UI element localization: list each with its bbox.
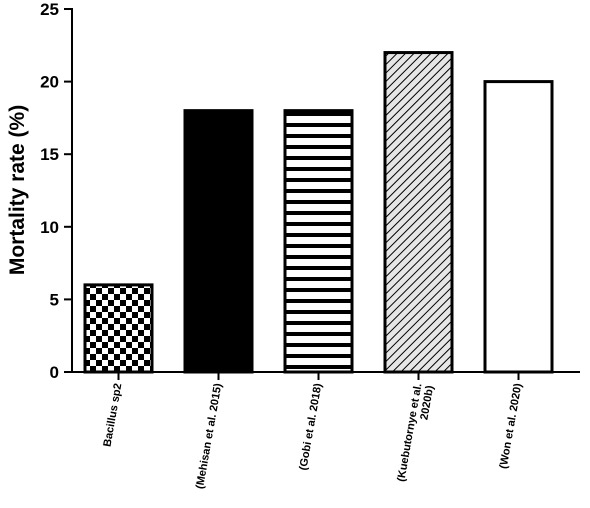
category-label-text: (Kuebutornye et al. [395, 382, 424, 482]
category-label-text: Bacillus sp2 [101, 382, 124, 447]
y-axis-title: Mortality rate (%) [6, 105, 29, 275]
y-tick-label: 0 [50, 363, 59, 382]
bar [483, 80, 554, 374]
category-label-text: (Gobi et al. 2018) [297, 382, 324, 471]
category-label: (Won et al. 2020) [498, 382, 525, 470]
bar [83, 283, 154, 374]
y-tick-label: 15 [40, 145, 59, 164]
category-label: (Mehisan et al. 2015) [194, 382, 224, 490]
y-tick-label: 20 [40, 73, 59, 92]
category-label: (Gobi et al. 2018) [297, 382, 324, 471]
category-label-text: (Mehisan et al. 2015) [194, 382, 224, 490]
category-label-text: (Won et al. 2020) [498, 382, 525, 470]
bar [183, 109, 254, 374]
category-labels: Bacillus sp2 (Mehisan et al. 2015) (Gobi e… [101, 382, 524, 490]
bar [283, 109, 354, 374]
y-tick-label: 10 [40, 218, 59, 237]
bars [83, 51, 554, 374]
y-tick-label: 5 [50, 290, 59, 309]
y-tick-label: 25 [40, 0, 59, 19]
category-label: Bacillus sp2 [101, 382, 124, 447]
bar [383, 51, 454, 374]
category-label: (Kuebutornye et al.2020b) [395, 382, 436, 482]
